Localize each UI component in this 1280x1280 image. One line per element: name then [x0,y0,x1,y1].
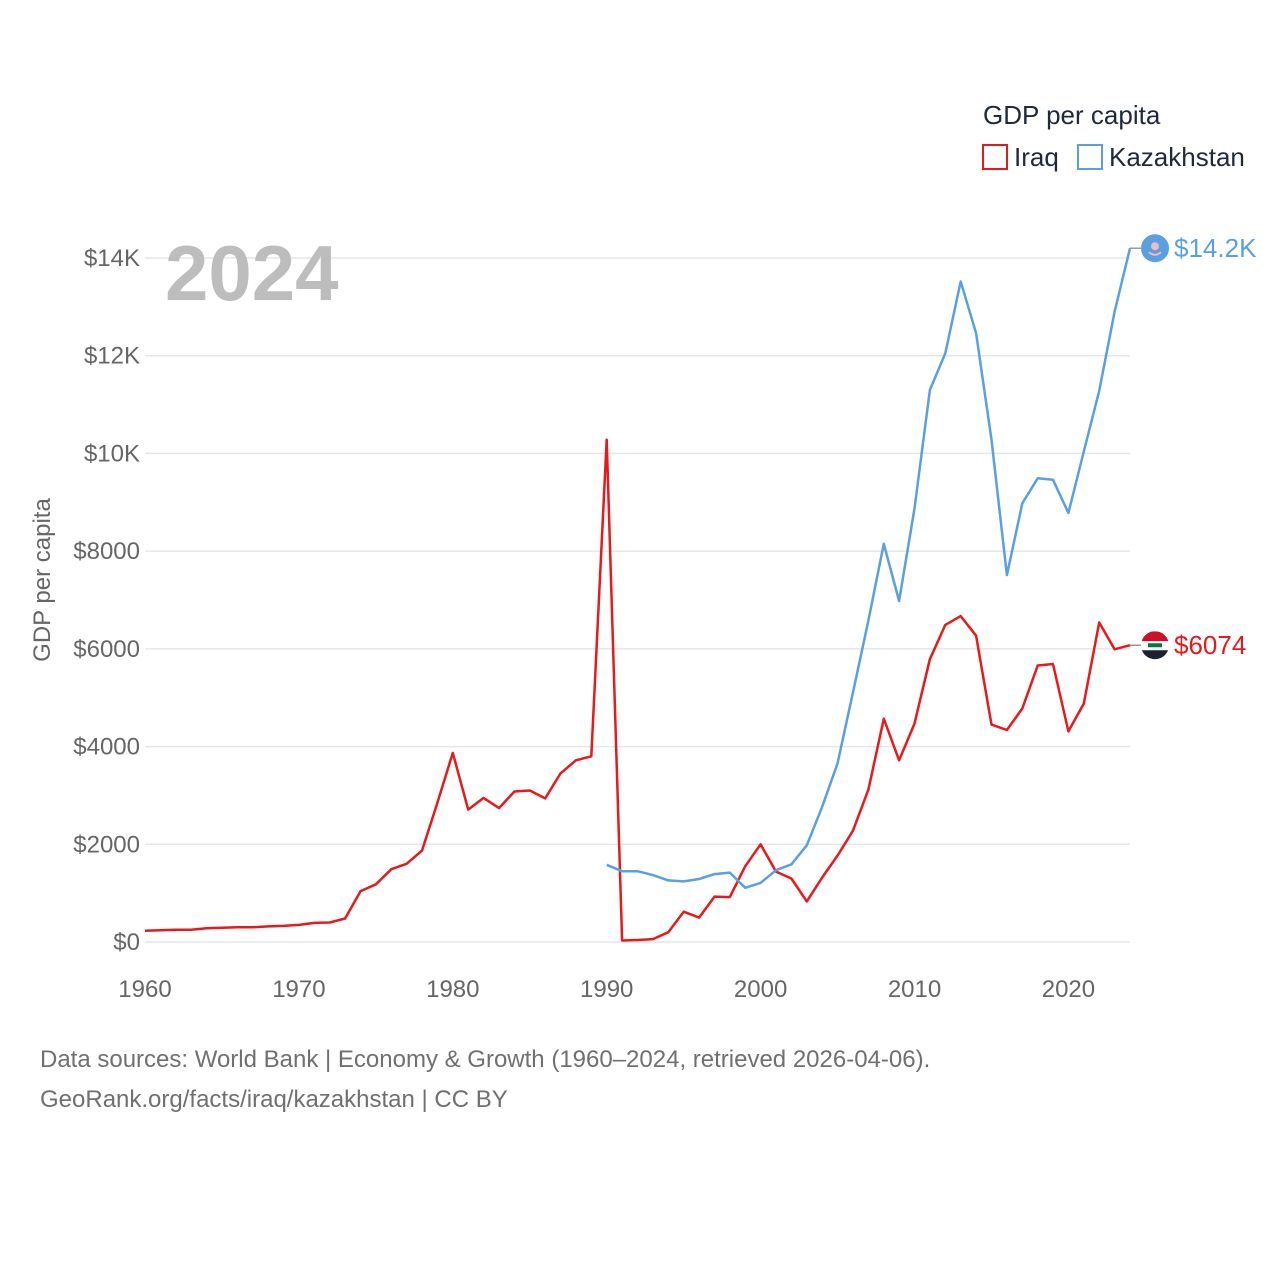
series-lines [144,247,1132,942]
legend-title: GDP per capita [983,100,1161,130]
y-tick-label: $14K [84,245,140,272]
x-axis-ticks: 1960 1970 1980 1990 2000 2010 2020 [118,976,1095,1003]
x-tick-label: 2010 [888,976,941,1003]
x-tick-label: 1960 [118,976,171,1003]
source-line-2: GeoRank.org/facts/iraq/kazakhstan | CC B… [40,1086,508,1113]
iraq-flag-icon [1141,631,1169,660]
kazakhstan-flag-icon [1141,234,1169,263]
x-tick-label: 1970 [272,976,325,1003]
y-tick-label: $10K [84,440,140,467]
x-tick-label: 1990 [580,976,633,1003]
y-axis-ticks: $0 $2000 $4000 $6000 $8000 $10K $12K $14K [73,245,140,956]
legend-swatch-iraq[interactable] [982,144,1008,170]
source-line-1: Data sources: World Bank | Economy & Gro… [40,1046,931,1073]
year-label: 2024 [165,229,339,317]
y-axis-label: GDP per capita [29,498,56,662]
y-tick-label: $12K [84,343,140,370]
end-markers: $6074 $14.2K [1130,233,1257,660]
legend: GDP per capita Iraq Kazakhstan [982,100,1245,172]
end-label-kazakhstan: $14.2K [1174,233,1257,263]
x-tick-label: 2020 [1042,976,1095,1003]
series-line-iraq[interactable] [144,438,1131,942]
gridlines [145,257,1130,943]
legend-label-kazakhstan[interactable]: Kazakhstan [1109,142,1245,172]
legend-swatch-kazakhstan[interactable] [1077,144,1103,170]
y-tick-label: $6000 [73,636,140,663]
x-tick-label: 1980 [426,976,479,1003]
source-note: Data sources: World Bank | Economy & Gro… [40,1040,930,1120]
x-tick-label: 2000 [734,976,787,1003]
y-tick-label: $8000 [73,538,140,565]
y-tick-label: $0 [113,929,140,956]
series-line-kazakhstan[interactable] [606,247,1132,890]
y-tick-label: $2000 [73,831,140,858]
y-tick-label: $4000 [73,734,140,761]
end-label-iraq: $6074 [1174,630,1246,660]
legend-label-iraq[interactable]: Iraq [1014,142,1059,172]
